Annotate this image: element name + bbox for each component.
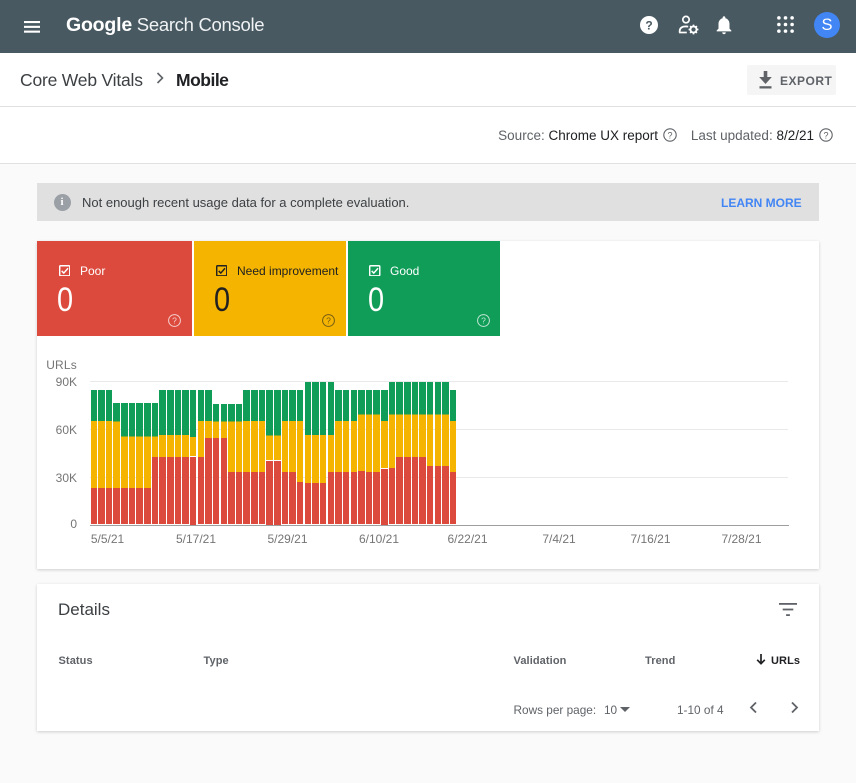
svg-text:?: ? bbox=[172, 315, 177, 325]
svg-text:?: ? bbox=[667, 130, 672, 140]
svg-text:?: ? bbox=[481, 315, 486, 325]
svg-text:?: ? bbox=[823, 130, 828, 140]
svg-text:?: ? bbox=[645, 18, 652, 32]
svg-text:?: ? bbox=[326, 315, 331, 325]
